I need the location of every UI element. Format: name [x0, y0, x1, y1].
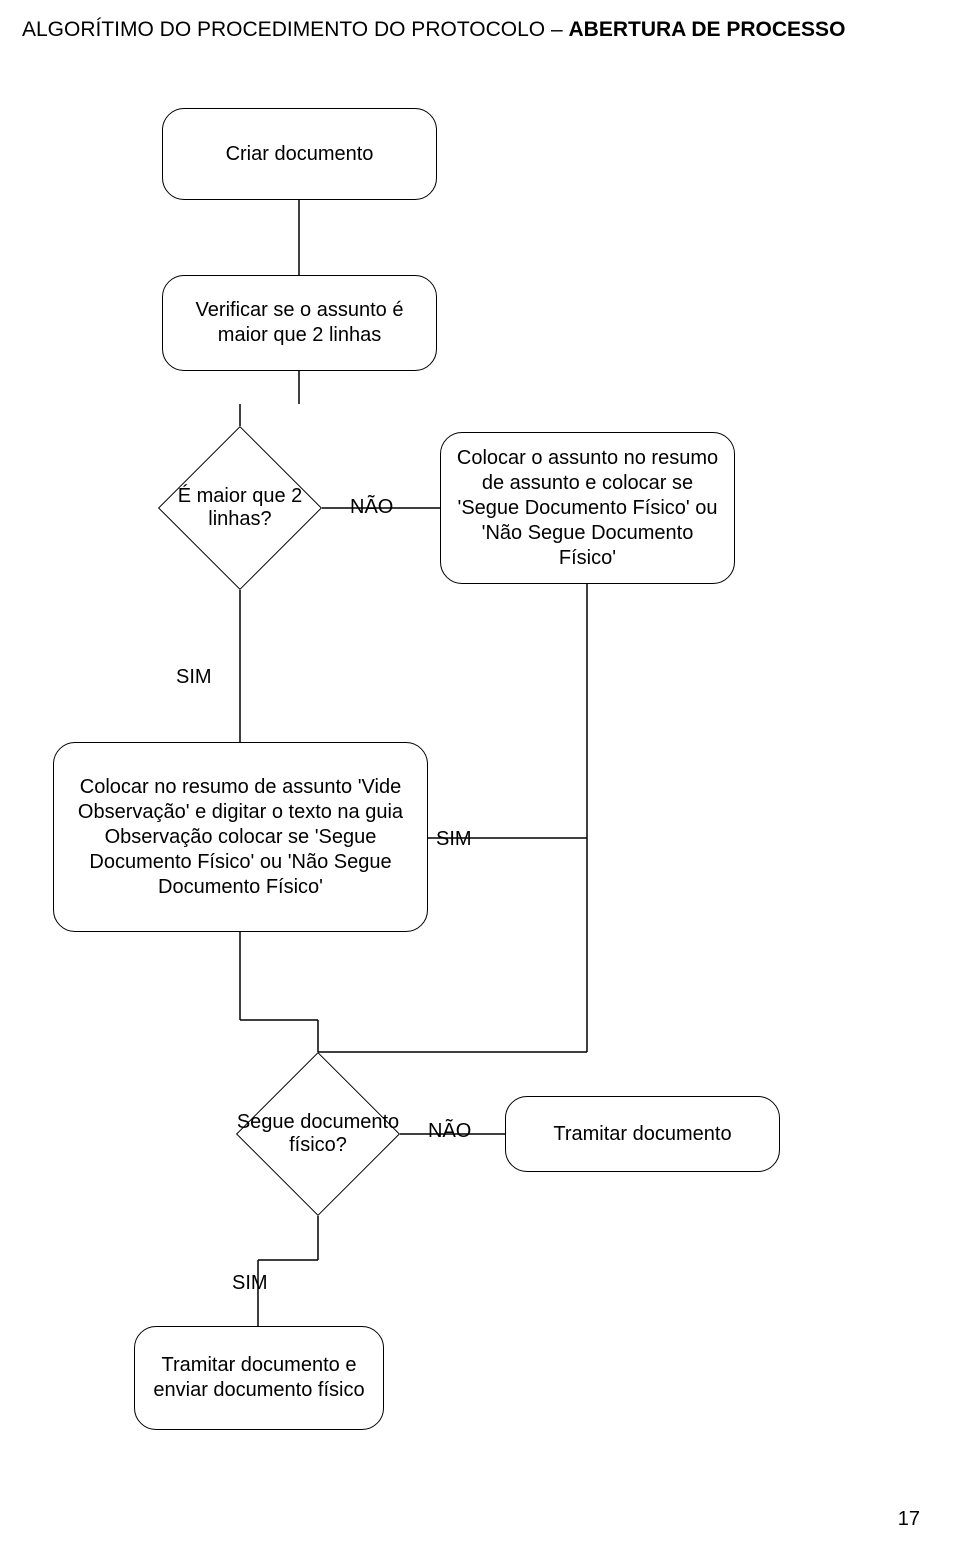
node-tramitar-enviar-fisico: Tramitar documento e enviar documento fí… — [134, 1326, 384, 1430]
node-text: Colocar no resumo de assunto 'Vide Obser… — [64, 775, 417, 900]
edge-label-sim: SIM — [176, 666, 212, 689]
node-colocar-resumo-vide-observacao: Colocar no resumo de assunto 'Vide Obser… — [53, 742, 428, 932]
node-text: Colocar o assunto no resumo de assunto e… — [451, 446, 724, 571]
node-colocar-assunto-resumo: Colocar o assunto no resumo de assunto e… — [440, 432, 735, 584]
node-tramitar-documento: Tramitar documento — [505, 1096, 780, 1172]
node-criar-documento: Criar documento — [162, 108, 437, 200]
decision-label-wrap: Segue documento físico? — [233, 1104, 403, 1164]
title-plain: ALGORÍTIMO DO PROCEDIMENTO DO PROTOCOLO … — [22, 18, 563, 41]
page-title: ALGORÍTIMO DO PROCEDIMENTO DO PROTOCOLO … — [22, 18, 845, 42]
node-text: Tramitar documento e enviar documento fí… — [145, 1353, 373, 1403]
edge-label-nao: NÃO — [428, 1120, 471, 1143]
decision-label-wrap: É maior que 2 linhas? — [161, 478, 319, 538]
flowchart-page: ALGORÍTIMO DO PROCEDIMENTO DO PROTOCOLO … — [0, 0, 960, 1549]
page-number: 17 — [898, 1508, 920, 1531]
edge-label-sim: SIM — [436, 828, 472, 851]
node-text: Criar documento — [226, 142, 374, 167]
decision-text: Segue documento físico? — [233, 1111, 403, 1157]
node-verificar-assunto: Verificar se o assunto é maior que 2 lin… — [162, 275, 437, 371]
decision-text: É maior que 2 linhas? — [161, 485, 319, 531]
edge-label-sim: SIM — [232, 1272, 268, 1295]
node-text: Tramitar documento — [553, 1122, 731, 1147]
title-bold: ABERTURA DE PROCESSO — [568, 18, 845, 41]
node-text: Verificar se o assunto é maior que 2 lin… — [173, 298, 426, 348]
edge-label-nao: NÃO — [350, 496, 393, 519]
